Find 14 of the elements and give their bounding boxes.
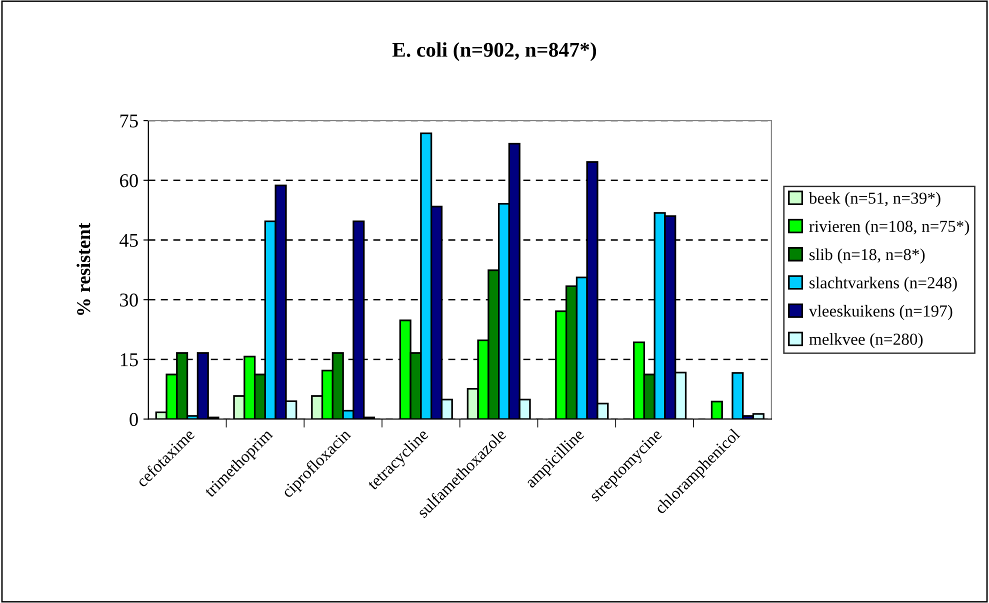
- legend-label: slib (n=18, n=8*): [810, 248, 925, 264]
- legend-label: vleeskuikens (n=197): [808, 304, 952, 320]
- y-tick-label: 75: [120, 114, 138, 128]
- y-tick-label: 15: [120, 353, 138, 366]
- y-axis-title: % resistent: [76, 222, 90, 315]
- y-tick-label: 30: [120, 294, 138, 307]
- legend-label: melkvee (n=280): [809, 333, 923, 348]
- legend-label: beek (n=51, n=39*): [808, 192, 940, 208]
- y-tick-label: 60: [120, 174, 138, 188]
- y-tick-label: 0: [130, 412, 138, 426]
- chart-title: E. coli (n=902, n=847*): [392, 42, 596, 62]
- legend-label: slachtvarkens (n=248): [810, 276, 957, 292]
- y-tick-label: 45: [120, 234, 138, 247]
- legend-label: rivieren (n=108, n=75*): [809, 220, 970, 236]
